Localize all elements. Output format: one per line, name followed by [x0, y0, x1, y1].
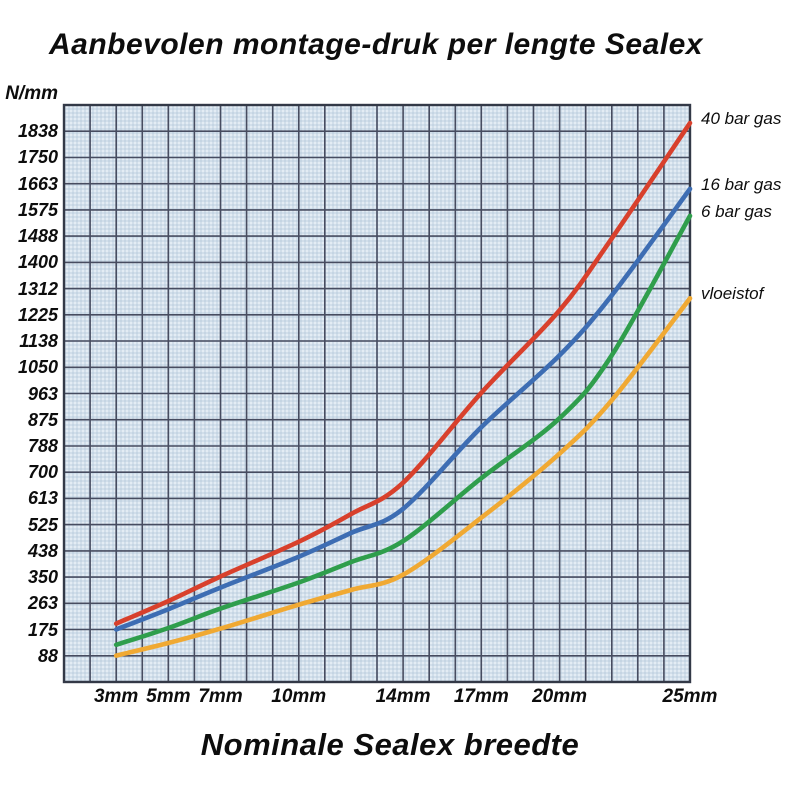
curve-40-bar-gas — [113, 120, 693, 626]
y-tick-label: 1312 — [17, 278, 58, 299]
x-tick-label: 7mm — [198, 686, 243, 707]
legend-item-6-bar-gas: 6 bar gas — [701, 201, 772, 221]
x-tick-label: 20mm — [532, 686, 588, 707]
legend-item-vloeistof: vloeistof — [701, 284, 764, 304]
curve-6-bar-gas — [113, 213, 693, 648]
y-tick-label: 700 — [27, 462, 58, 483]
y-tick-label: 1663 — [17, 173, 58, 194]
y-axis-unit-label: N/mm — [5, 83, 58, 104]
curve-16-bar-gas — [113, 186, 693, 632]
y-tick-label: 613 — [27, 488, 58, 509]
y-tick-label: 788 — [27, 435, 58, 456]
y-tick-label: 1575 — [17, 199, 58, 220]
y-tick-label: 88 — [37, 645, 58, 666]
x-tick-label: 5mm — [146, 686, 191, 707]
y-tick-label: 263 — [27, 593, 58, 614]
y-tick-label: 525 — [27, 514, 58, 535]
y-tick-label: 1488 — [17, 226, 58, 247]
legend-item-40-bar-gas: 40 bar gas — [701, 108, 782, 128]
x-tick-label: 25mm — [662, 686, 718, 707]
x-tick-label: 3mm — [93, 686, 139, 707]
y-tick-label: 350 — [27, 567, 58, 588]
y-tick-label: 875 — [27, 409, 58, 430]
curve-vloeistof — [113, 296, 693, 658]
x-tick-label: 14mm — [375, 686, 431, 707]
grid-lines — [64, 105, 690, 682]
y-tick-label: 1225 — [17, 304, 58, 325]
y-tick-label: 438 — [27, 540, 58, 561]
y-tick-label: 1138 — [19, 331, 58, 352]
chart-title: Aanbevolen montage-druk per lengte Seale… — [48, 28, 703, 61]
y-tick-label: 963 — [27, 383, 58, 404]
plot-border — [62, 103, 692, 684]
y-tick-label: 1050 — [17, 357, 58, 378]
y-tick-label: 1400 — [17, 252, 58, 273]
y-tick-label: 1750 — [17, 147, 58, 168]
x-tick-label: 10mm — [271, 686, 327, 707]
y-tick-label: 175 — [27, 619, 58, 640]
y-tick-label: 1838 — [17, 121, 58, 142]
legend-item-16-bar-gas: 16 bar gas — [701, 174, 782, 194]
x-axis-title: Nominale Sealex breedte — [200, 727, 580, 762]
x-tick-label: 17mm — [453, 686, 509, 707]
